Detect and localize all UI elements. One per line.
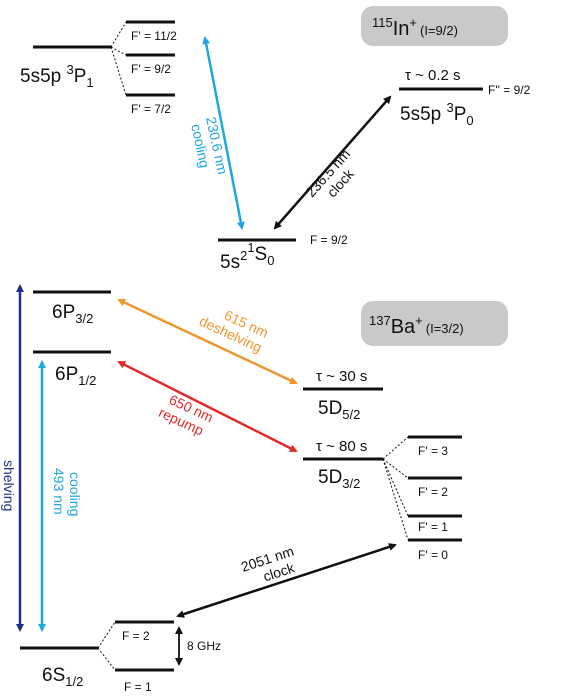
in-cooling-label: 230.6 nm cooling <box>187 115 231 183</box>
ba-6s12-label: 6S1/2 <box>42 665 83 689</box>
ba-repump-label: 650 nm repump <box>156 390 219 442</box>
ba-6p32-label: 6P3/2 <box>52 302 93 326</box>
in-1s0-label: 5s21S0 <box>220 240 274 273</box>
in-3p1-label: 5s5p 3P1 <box>20 62 94 90</box>
in-3p1-hf-label: F' = 9/2 <box>131 62 171 76</box>
ba-5d32-hf-label: F' = 0 <box>418 548 448 562</box>
in-clock-arrow <box>273 95 392 230</box>
ba-splitting-label: 8 GHz <box>187 639 221 653</box>
in-3p1-hf-label: F' = 11/2 <box>131 29 177 43</box>
ba-5d32-label: 5D3/2 <box>318 467 360 491</box>
ba-5d32-connector <box>382 458 409 541</box>
ba-shelving-label: shelving <box>1 460 17 511</box>
in-clock-label: 236.5 nm clock <box>302 143 367 211</box>
indium-section: 115In+(I=9/2) 5s5p 3P1 F' = 11/2 F' = 9/… <box>20 6 531 273</box>
ba-6s12-hf-label: F = 2 <box>122 629 150 643</box>
ba-5d32-connector <box>382 458 409 479</box>
ba-5d32-hf-label: F' = 2 <box>418 485 448 499</box>
in-3p1-connector <box>110 46 127 56</box>
ba-5d32-hf-label: F' = 3 <box>418 444 448 458</box>
ba-repump-arrow <box>117 360 298 453</box>
in-3p0-label: 5s5p 3P0 <box>400 100 474 128</box>
ba-6s12-connector <box>97 621 116 649</box>
ba-6p12-label: 6P1/2 <box>55 364 96 388</box>
ba-cooling-label: 493 nm cooling <box>51 468 83 519</box>
ba-5d32-connector <box>382 458 409 517</box>
ba-6s12-connector <box>97 647 116 671</box>
barium-badge-label: 137Ba+(I=3/2) <box>369 313 464 338</box>
ba-6s12-hf-label: F = 1 <box>124 680 152 694</box>
ba-5d52-label: 5D5/2 <box>318 398 360 422</box>
in-3p1-connector <box>110 21 127 48</box>
in-3p1-connector <box>110 46 127 96</box>
ba-deshelving-label: 615 nm deshelving <box>197 298 275 357</box>
ba-clock-arrow <box>176 543 397 618</box>
ba-5d32-lifetime: τ ~ 80 s <box>316 438 367 455</box>
ba-5d32-connector <box>382 436 409 460</box>
barium-section: 137Ba+(I=3/2) 6P3/2 6P1/2 τ ~ 30 s 5D5/2… <box>1 284 508 694</box>
ba-clock-label: 2051 nm clock <box>239 542 304 590</box>
in-3p1-hf-label: F' = 7/2 <box>131 102 171 116</box>
indium-badge <box>361 6 508 46</box>
in-3p0-lifetime: τ ~ 0.2 s <box>405 67 461 84</box>
ba-deshelving-arrow <box>117 298 298 385</box>
in-1s0-f-label: F = 9/2 <box>310 233 348 247</box>
in-3p0-f-label: F'' = 9/2 <box>488 83 531 97</box>
indium-badge-label: 115In+(I=9/2) <box>372 15 458 40</box>
ba-5d32-hf-label: F' = 1 <box>418 520 448 534</box>
in-cooling-arrow <box>202 36 245 230</box>
ba-5d52-lifetime: τ ~ 30 s <box>316 368 367 385</box>
barium-badge <box>361 301 508 346</box>
